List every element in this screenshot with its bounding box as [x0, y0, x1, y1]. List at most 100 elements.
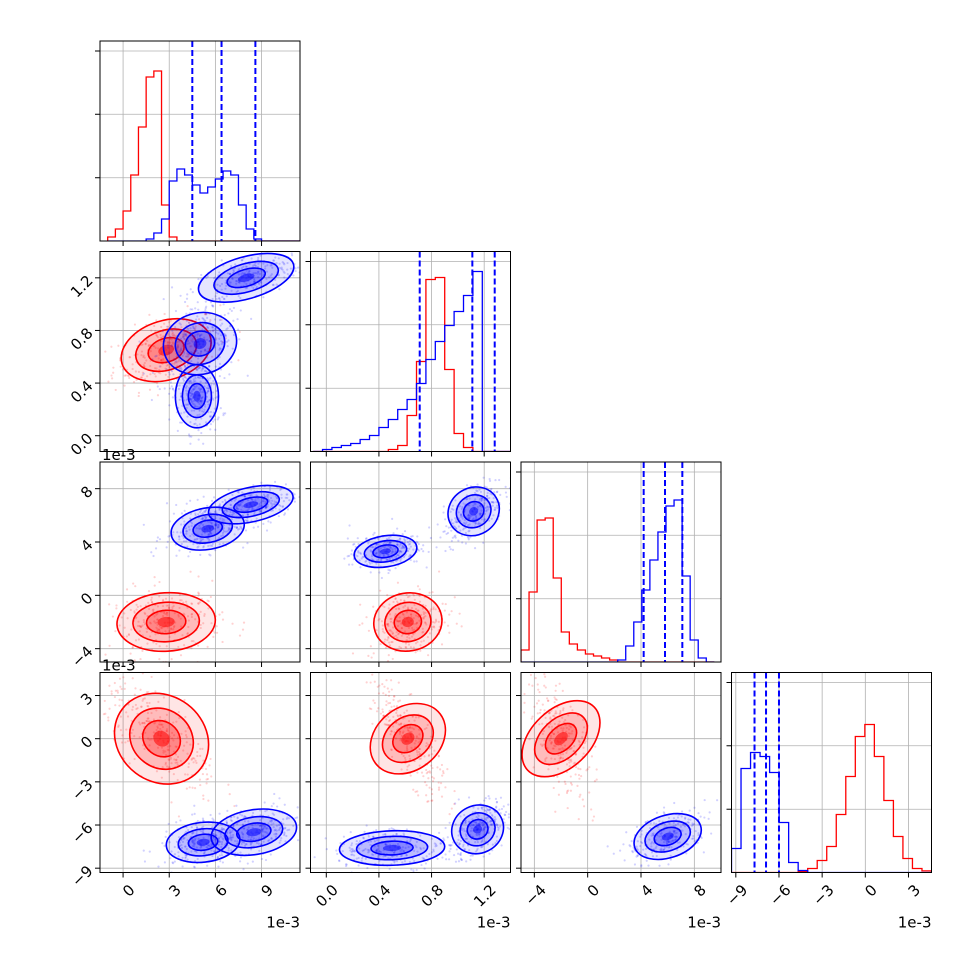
sample-point: [133, 610, 136, 613]
sample-point: [378, 571, 381, 574]
sample-point: [239, 851, 242, 854]
sample-point: [220, 843, 223, 846]
histogram-red: [731, 723, 932, 873]
sample-point: [418, 549, 421, 552]
sample-point: [550, 741, 553, 744]
sample-point: [194, 325, 197, 328]
sample-point: [225, 295, 228, 298]
sample-point: [561, 747, 564, 750]
sample-point: [196, 336, 199, 339]
sample-point: [397, 632, 401, 635]
sample-point: [636, 840, 639, 843]
sample-point: [433, 621, 436, 624]
sample-point: [434, 843, 438, 846]
sample-point: [395, 668, 397, 670]
sample-point: [192, 761, 195, 764]
sample-point: [244, 287, 247, 290]
sample-point: [236, 503, 239, 507]
sample-point: [495, 806, 498, 809]
sample-point: [193, 350, 196, 353]
sample-point: [413, 742, 416, 745]
sample-point: [179, 421, 182, 424]
sample-point: [238, 330, 241, 334]
sample-point: [440, 763, 444, 767]
sample-point: [205, 276, 208, 280]
sample-point: [221, 500, 224, 504]
sample-point: [222, 828, 225, 831]
sample-point: [269, 264, 272, 267]
sample-point: [417, 716, 420, 719]
sample-point: [668, 845, 671, 848]
sample-point: [253, 263, 256, 267]
sample-point: [203, 515, 206, 518]
sample-point: [165, 765, 169, 768]
sample-point: [390, 755, 394, 758]
sample-point: [474, 522, 477, 525]
sample-point: [177, 851, 180, 854]
sample-point: [160, 325, 163, 329]
sample-point: [208, 340, 211, 343]
sample-point: [231, 347, 234, 350]
sample-point: [676, 841, 680, 844]
sample-point: [354, 545, 357, 548]
sample-point: [476, 483, 479, 486]
sample-point: [244, 265, 247, 268]
sample-point: [387, 537, 390, 540]
sample-point: [238, 338, 241, 341]
sample-point: [131, 363, 134, 366]
sample-point: [221, 618, 225, 621]
sample-point: [187, 555, 190, 558]
sample-point: [365, 824, 368, 827]
sample-point: [405, 639, 408, 642]
sample-point: [556, 767, 560, 770]
sample-point: [350, 553, 353, 556]
sample-point: [295, 816, 299, 819]
sample-point: [148, 738, 151, 741]
sample-point: [273, 829, 276, 832]
sample-point: [273, 833, 276, 836]
sample-point: [401, 544, 404, 548]
sample-point: [468, 497, 471, 500]
sample-point: [154, 346, 157, 350]
sample-point: [252, 277, 256, 280]
sample-point: [431, 775, 434, 779]
sample-point: [411, 629, 414, 632]
sample-point: [459, 513, 463, 516]
sample-point: [555, 698, 558, 701]
sample-point: [189, 288, 192, 291]
sample-point: [635, 825, 639, 828]
sample-point: [133, 659, 136, 662]
sample-point: [450, 844, 453, 847]
sample-point: [414, 790, 417, 793]
sample-point: [285, 493, 288, 496]
sample-point: [143, 361, 146, 365]
sample-point: [197, 438, 200, 441]
sample-point: [201, 747, 204, 750]
sample-point: [274, 256, 277, 259]
sample-point: [135, 378, 138, 382]
sample-point: [218, 543, 221, 546]
sample-point: [137, 394, 140, 398]
sample-point: [440, 795, 444, 798]
sample-point: [207, 389, 210, 393]
sample-point: [437, 788, 441, 791]
sample-point: [200, 845, 203, 848]
sample-point: [171, 333, 174, 336]
sample-point: [187, 765, 190, 769]
sample-point: [489, 811, 492, 815]
sample-point: [410, 635, 414, 638]
sample-point: [159, 716, 162, 719]
sample-point: [429, 735, 433, 738]
sample-point: [192, 839, 195, 842]
sample-point: [187, 403, 190, 406]
sample-point: [154, 633, 157, 636]
sample-point: [193, 384, 196, 388]
sample-point: [152, 731, 155, 734]
sample-point: [264, 267, 267, 270]
sample-point: [280, 837, 283, 840]
sample-point: [148, 701, 151, 705]
sample-point: [410, 693, 413, 696]
sample-point: [164, 373, 167, 376]
sample-point: [386, 687, 389, 690]
sample-point: [182, 536, 185, 539]
